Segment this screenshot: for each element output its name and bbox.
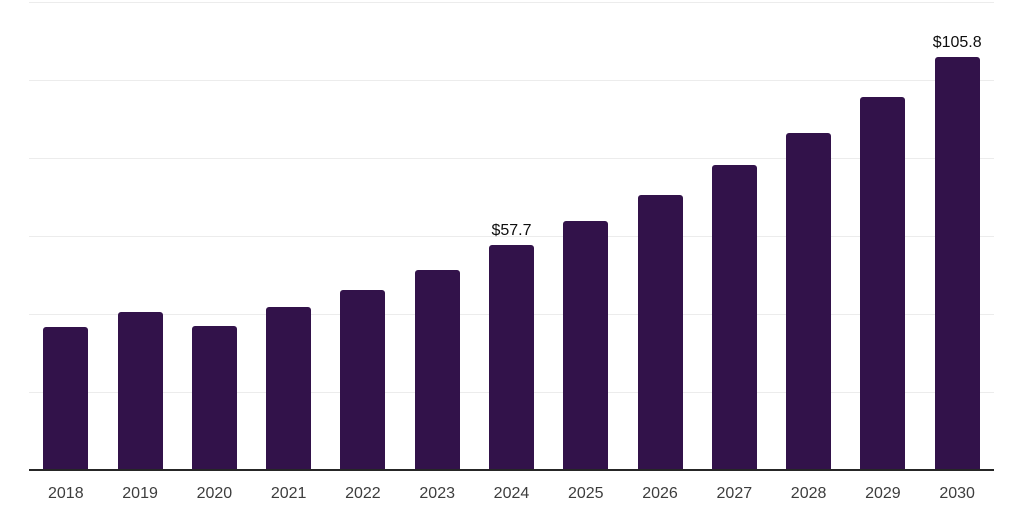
bar-2021 — [266, 307, 312, 470]
value-label-2024: $57.7 — [491, 221, 532, 239]
gridline-120 — [29, 2, 994, 3]
gridline-80 — [29, 158, 994, 159]
value-label-2030: $105.8 — [932, 34, 982, 52]
x-label-2023: 2023 — [419, 485, 455, 502]
bar-2027 — [711, 165, 757, 470]
bar-2023 — [414, 269, 460, 470]
x-label-2018: 2018 — [48, 485, 84, 502]
x-label-2030: 2030 — [939, 485, 975, 502]
x-label-2028: 2028 — [790, 485, 827, 502]
x-label-2026: 2026 — [642, 485, 678, 502]
x-label-2022: 2022 — [345, 485, 381, 502]
x-axis-line — [29, 469, 994, 471]
x-label-2021: 2021 — [270, 485, 307, 502]
x-label-2019: 2019 — [122, 485, 158, 502]
x-label-2020: 2020 — [196, 485, 233, 502]
bar-2028 — [786, 133, 832, 470]
gridline-100 — [29, 80, 994, 81]
x-label-2025: 2025 — [567, 485, 604, 502]
bar-2026 — [637, 194, 683, 470]
bar-2030 — [934, 57, 980, 470]
bar-2019 — [117, 311, 163, 470]
bar-2025 — [563, 221, 609, 470]
bar-2018 — [43, 327, 89, 470]
gridline-60 — [29, 236, 994, 237]
x-label-2029: 2029 — [865, 485, 901, 502]
bar-2024 — [488, 244, 534, 470]
x-label-2024: 2024 — [493, 485, 530, 502]
bar-2020 — [191, 326, 237, 470]
x-label-2027: 2027 — [716, 485, 753, 502]
bar-2029 — [860, 97, 906, 470]
bar-2022 — [340, 289, 386, 470]
